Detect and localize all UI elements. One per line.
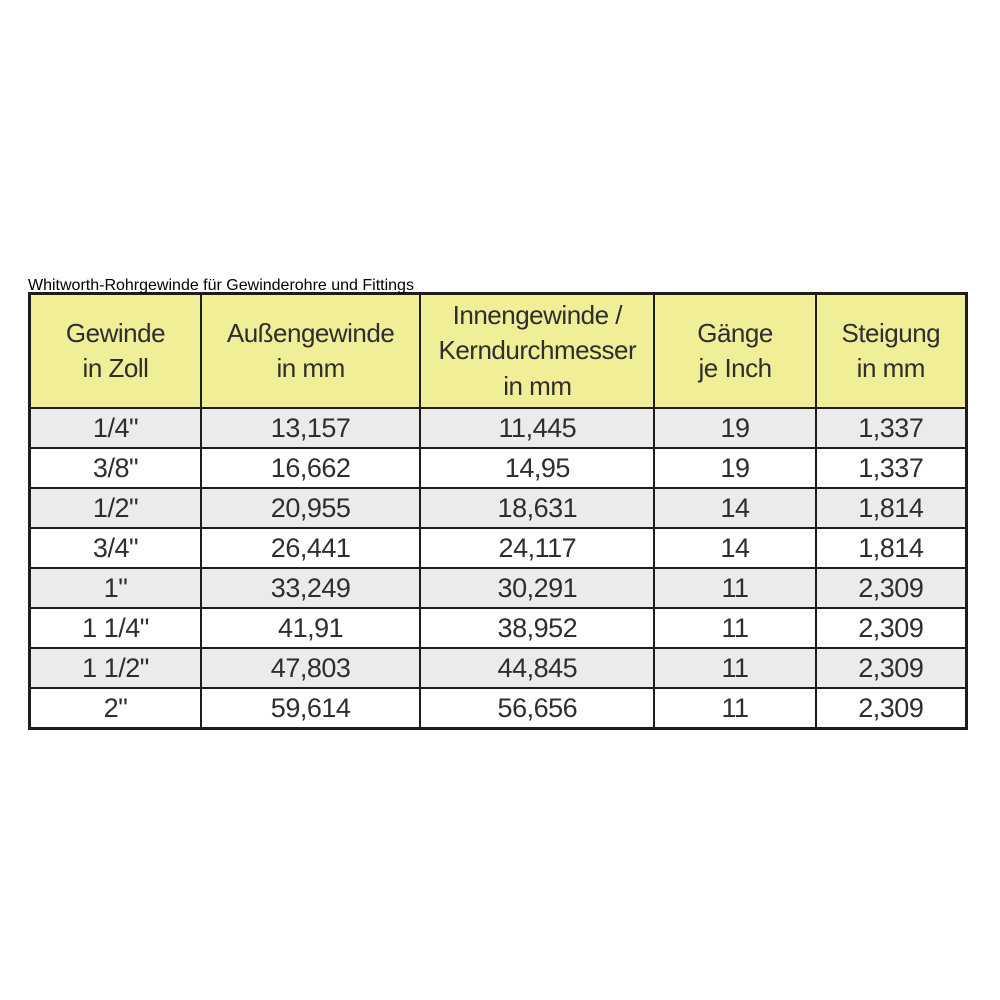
cell-outer-diameter: 59,614 xyxy=(199,687,422,730)
cell-pitch: 2,309 xyxy=(814,607,968,649)
cell-inner-diameter: 18,631 xyxy=(419,487,656,529)
cell-outer-diameter: 33,249 xyxy=(199,567,422,609)
cell-outer-diameter: 16,662 xyxy=(199,447,422,489)
cell-threads-per-inch: 19 xyxy=(653,407,817,449)
table-row: 3/8" 16,662 14,95 19 1,337 xyxy=(28,447,968,489)
cell-threads-per-inch: 11 xyxy=(653,687,817,730)
table-title: Whitworth-Rohrgewinde für Gewinderohre u… xyxy=(28,277,414,294)
cell-inner-diameter: 11,445 xyxy=(419,407,656,449)
cell-threads-per-inch: 11 xyxy=(653,647,817,689)
cell-pitch: 1,337 xyxy=(814,447,968,489)
cell-pitch: 2,309 xyxy=(814,687,968,730)
cell-threads-per-inch: 11 xyxy=(653,567,817,609)
table-row: 1" 33,249 30,291 11 2,309 xyxy=(28,567,968,609)
cell-pitch: 1,337 xyxy=(814,407,968,449)
cell-outer-diameter: 20,955 xyxy=(199,487,422,529)
cell-threads-per-inch: 14 xyxy=(653,527,817,569)
cell-outer-diameter: 26,441 xyxy=(199,527,422,569)
cell-threads-per-inch: 19 xyxy=(653,447,817,489)
header-gewinde-in-zoll: Gewinde in Zoll xyxy=(28,292,202,409)
header-row: Gewinde in Zoll Außengewinde in mm Innen… xyxy=(28,292,968,409)
cell-size: 1/4" xyxy=(28,407,202,449)
cell-inner-diameter: 24,117 xyxy=(419,527,656,569)
cell-pitch: 1,814 xyxy=(814,487,968,529)
cell-size: 2" xyxy=(28,687,202,730)
cell-pitch: 2,309 xyxy=(814,567,968,609)
cell-size: 1 1/4" xyxy=(28,607,202,649)
table-row: 2" 59,614 56,656 11 2,309 xyxy=(28,687,968,730)
thread-table-container: Whitworth-Rohrgewinde für Gewinderohre u… xyxy=(28,277,968,730)
table-body: 1/4" 13,157 11,445 19 1,337 3/8" 16,662 … xyxy=(28,407,968,730)
table-row: 1/4" 13,157 11,445 19 1,337 xyxy=(28,407,968,449)
cell-outer-diameter: 41,91 xyxy=(199,607,422,649)
cell-inner-diameter: 56,656 xyxy=(419,687,656,730)
table-row: 1 1/2" 47,803 44,845 11 2,309 xyxy=(28,647,968,689)
cell-outer-diameter: 13,157 xyxy=(199,407,422,449)
table-row: 1/2" 20,955 18,631 14 1,814 xyxy=(28,487,968,529)
header-aussengewinde: Außengewinde in mm xyxy=(199,292,422,409)
cell-inner-diameter: 44,845 xyxy=(419,647,656,689)
table-row: 1 1/4" 41,91 38,952 11 2,309 xyxy=(28,607,968,649)
table-header: Gewinde in Zoll Außengewinde in mm Innen… xyxy=(28,292,968,409)
cell-size: 1 1/2" xyxy=(28,647,202,689)
cell-size: 3/4" xyxy=(28,527,202,569)
table-row: 3/4" 26,441 24,117 14 1,814 xyxy=(28,527,968,569)
cell-size: 3/8" xyxy=(28,447,202,489)
cell-size: 1/2" xyxy=(28,487,202,529)
header-gaenge-je-inch: Gänge je Inch xyxy=(653,292,817,409)
cell-threads-per-inch: 11 xyxy=(653,607,817,649)
whitworth-thread-table: Gewinde in Zoll Außengewinde in mm Innen… xyxy=(28,292,968,730)
header-innengewinde-kerndurchmesser: Innengewinde / Kerndurchmesser in mm xyxy=(419,292,656,409)
cell-threads-per-inch: 14 xyxy=(653,487,817,529)
cell-inner-diameter: 30,291 xyxy=(419,567,656,609)
header-steigung: Steigung in mm xyxy=(814,292,968,409)
cell-inner-diameter: 14,95 xyxy=(419,447,656,489)
cell-outer-diameter: 47,803 xyxy=(199,647,422,689)
cell-size: 1" xyxy=(28,567,202,609)
cell-pitch: 1,814 xyxy=(814,527,968,569)
cell-inner-diameter: 38,952 xyxy=(419,607,656,649)
cell-pitch: 2,309 xyxy=(814,647,968,689)
